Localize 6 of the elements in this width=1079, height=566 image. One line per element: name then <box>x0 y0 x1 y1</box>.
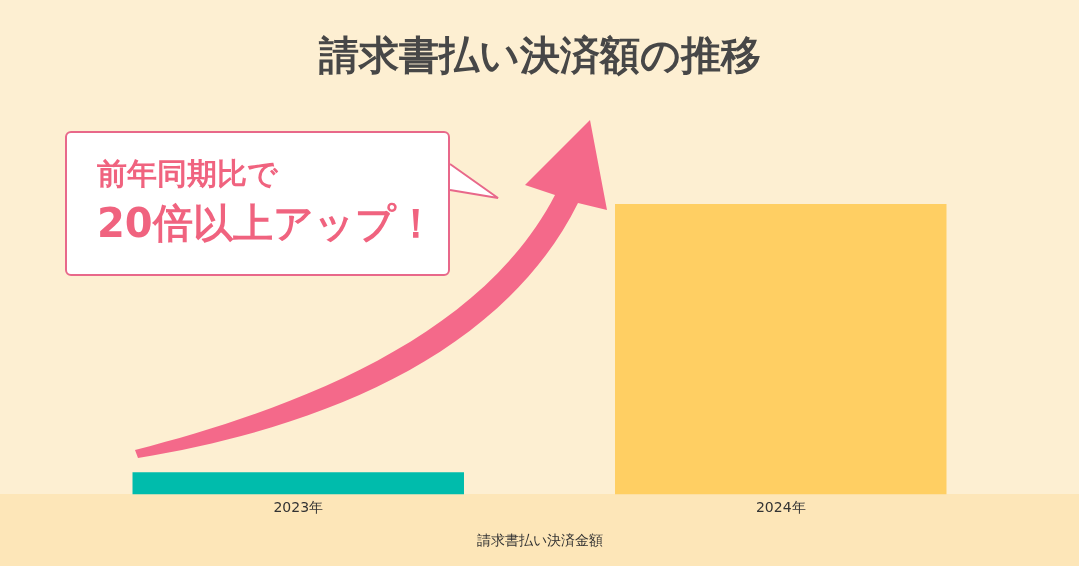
speech-bubble: 前年同期比で 20倍以上アップ！ <box>65 131 450 276</box>
x-axis-title: 請求書払い決済金額 <box>476 532 603 549</box>
x-tick-label: 2024年 <box>755 499 806 516</box>
chart-title: 請求書払い決済額の推移 <box>317 31 762 80</box>
annotation: 20倍以上アップ！ <box>97 199 437 248</box>
x-tick-label: 2023年 <box>273 499 324 516</box>
